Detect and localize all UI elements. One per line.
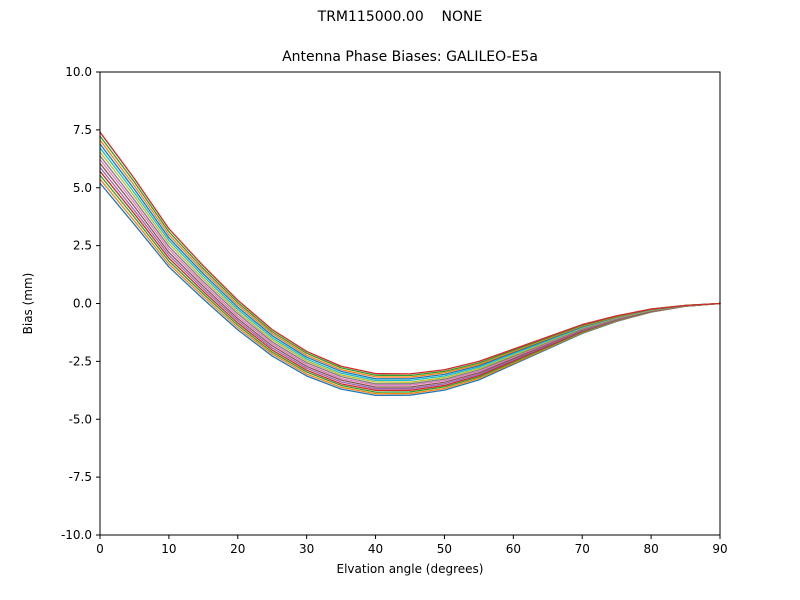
x-tick-label: 40 [368, 542, 383, 556]
y-tick-label: -10.0 [61, 528, 92, 542]
x-tick-label: 50 [437, 542, 452, 556]
x-tick-label: 60 [506, 542, 521, 556]
axes-title: Antenna Phase Biases: GALILEO-E5a [282, 49, 538, 65]
y-tick-label: -5.0 [69, 412, 92, 426]
bias-curve-02 [99, 178, 721, 395]
bias-curve-01 [99, 182, 721, 397]
bias-curve-09 [99, 151, 721, 383]
bias-curve-05 [99, 166, 721, 390]
bias-curve-14 [99, 131, 721, 375]
y-tick-label: -2.5 [69, 354, 92, 368]
y-axis-label: Bias (mm) [21, 273, 35, 335]
x-tick-label: 0 [96, 542, 104, 556]
figure-suptitle: TRM115000.00 NONE [317, 9, 483, 25]
bias-curve-07 [99, 158, 721, 386]
y-tick-label: -7.5 [69, 470, 92, 484]
x-tick-label: 30 [299, 542, 314, 556]
y-tick-label: 7.5 [73, 123, 92, 137]
x-tick-label: 20 [230, 542, 245, 556]
x-tick-label: 70 [575, 542, 590, 556]
x-tick-label: 10 [161, 542, 176, 556]
bias-curve-06 [99, 162, 721, 388]
series-lines [99, 131, 721, 397]
bias-curve-03 [99, 174, 721, 393]
x-tick-label: 80 [643, 542, 658, 556]
y-tick-label: 5.0 [73, 181, 92, 195]
x-tick-label: 90 [712, 542, 727, 556]
bias-curve-13 [99, 135, 721, 377]
bias-curve-10 [99, 147, 721, 382]
bias-curve-04 [99, 170, 721, 391]
y-tick-label: 2.5 [73, 239, 92, 253]
x-axis-label: Elvation angle (degrees) [337, 562, 484, 576]
bias-curve-11 [99, 143, 721, 380]
bias-curve-08 [99, 155, 721, 385]
y-tick-label: 10.0 [65, 65, 92, 79]
axes-frame [99, 71, 721, 536]
y-tick-label: 0.0 [73, 297, 92, 311]
